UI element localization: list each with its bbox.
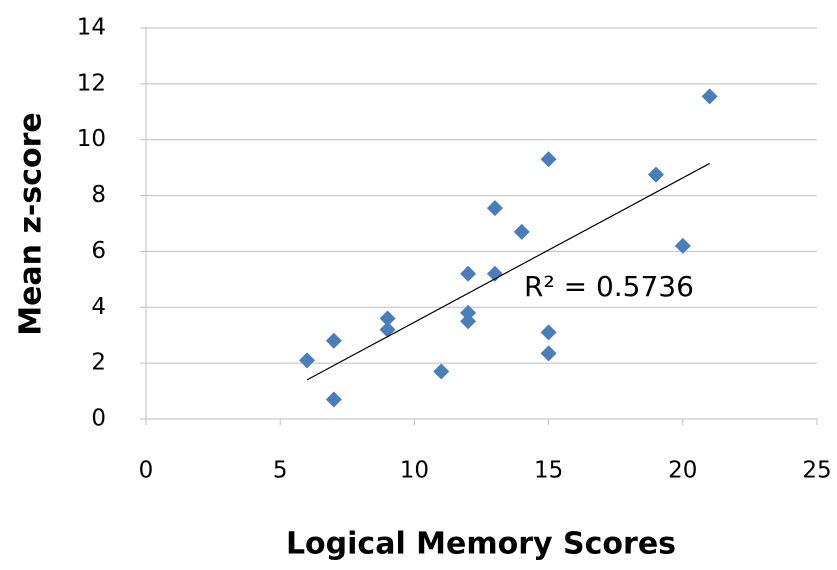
point — [379, 321, 396, 338]
point — [540, 324, 557, 341]
annotation: R² = 0.5736 — [524, 270, 694, 303]
x-tick-label: 5 — [273, 458, 288, 484]
point — [460, 304, 477, 321]
point — [460, 265, 477, 282]
y-tick-label: 8 — [91, 182, 106, 208]
y-axis-title: Mean z-score — [14, 112, 49, 336]
x-tick-label: 20 — [668, 458, 697, 484]
point — [486, 265, 503, 282]
y-tick-label: 4 — [91, 294, 106, 320]
x-tick-label: 0 — [139, 458, 154, 484]
point — [325, 332, 342, 349]
point — [486, 200, 503, 217]
point — [647, 166, 664, 183]
point — [513, 223, 530, 240]
y-tick-label: 0 — [91, 406, 106, 432]
point — [325, 391, 342, 408]
point — [299, 352, 316, 369]
y-tick-label: 10 — [77, 126, 106, 152]
point — [701, 88, 718, 105]
point — [540, 345, 557, 362]
y-tick-label: 14 — [77, 15, 106, 41]
point — [379, 310, 396, 327]
y-tick-label: 2 — [91, 350, 106, 376]
x-axis-title: Logical Memory Scores — [286, 527, 676, 562]
y-tick-label: 12 — [77, 70, 106, 96]
point — [540, 151, 557, 168]
x-tick-label: 25 — [802, 458, 831, 484]
point — [674, 237, 691, 254]
point — [433, 363, 450, 380]
x-tick-label: 10 — [400, 458, 429, 484]
trendline — [306, 162, 710, 381]
x-tick-label: 15 — [534, 458, 563, 484]
point — [460, 313, 477, 330]
y-tick-label: 6 — [91, 238, 106, 264]
